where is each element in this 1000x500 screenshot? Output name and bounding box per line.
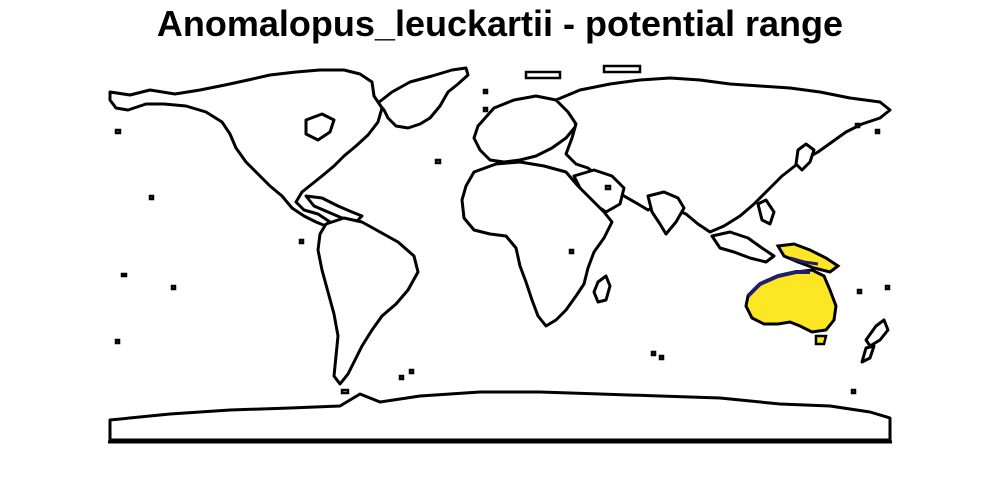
- landmass-new-zealand: [864, 318, 890, 348]
- range-new-guinea: [775, 242, 841, 274]
- landmass-madagascar: [592, 274, 612, 304]
- range-australia: [744, 268, 838, 334]
- island-marker: [340, 388, 350, 395]
- island-marker: [120, 272, 128, 278]
- landmass-india: [646, 190, 686, 236]
- island-marker: [408, 368, 415, 375]
- island-marker: [602, 64, 642, 74]
- island-marker: [298, 238, 305, 245]
- range-tasmania: [814, 334, 828, 346]
- hudson-bay: [304, 112, 336, 142]
- island-marker: [170, 284, 177, 291]
- landmass-new-zealand-south: [860, 344, 876, 364]
- island-marker: [854, 122, 861, 129]
- landmass-antarctica: [108, 390, 892, 442]
- island-marker: [114, 128, 122, 135]
- island-marker: [482, 88, 489, 95]
- island-marker: [604, 184, 612, 191]
- island-marker: [874, 128, 881, 135]
- island-marker: [148, 194, 155, 201]
- map-title: Anomalopus_leuckartii - potential range: [156, 3, 844, 44]
- landmass-north-america: [108, 68, 384, 228]
- range-australia-edge: [746, 270, 810, 298]
- island-marker: [114, 338, 121, 345]
- island-marker: [856, 288, 863, 295]
- landmass-south-america: [316, 216, 420, 386]
- island-marker: [434, 158, 442, 165]
- island-marker: [884, 284, 891, 291]
- landmass-europe: [472, 94, 578, 164]
- landmass-japan: [794, 142, 816, 172]
- island-marker: [482, 106, 489, 113]
- island-marker: [650, 350, 657, 357]
- island-marker: [524, 70, 562, 80]
- island-marker: [398, 374, 405, 381]
- landmass-africa: [460, 160, 614, 328]
- landmass-greenland: [376, 66, 470, 130]
- landmass-philippines: [756, 198, 776, 226]
- island-marker: [658, 354, 665, 361]
- landmass-central-america: [304, 194, 364, 224]
- landmass-southeast-asia: [710, 230, 776, 264]
- island-marker: [568, 248, 575, 255]
- range-new-guinea-edge: [789, 256, 819, 266]
- island-marker: [850, 388, 857, 395]
